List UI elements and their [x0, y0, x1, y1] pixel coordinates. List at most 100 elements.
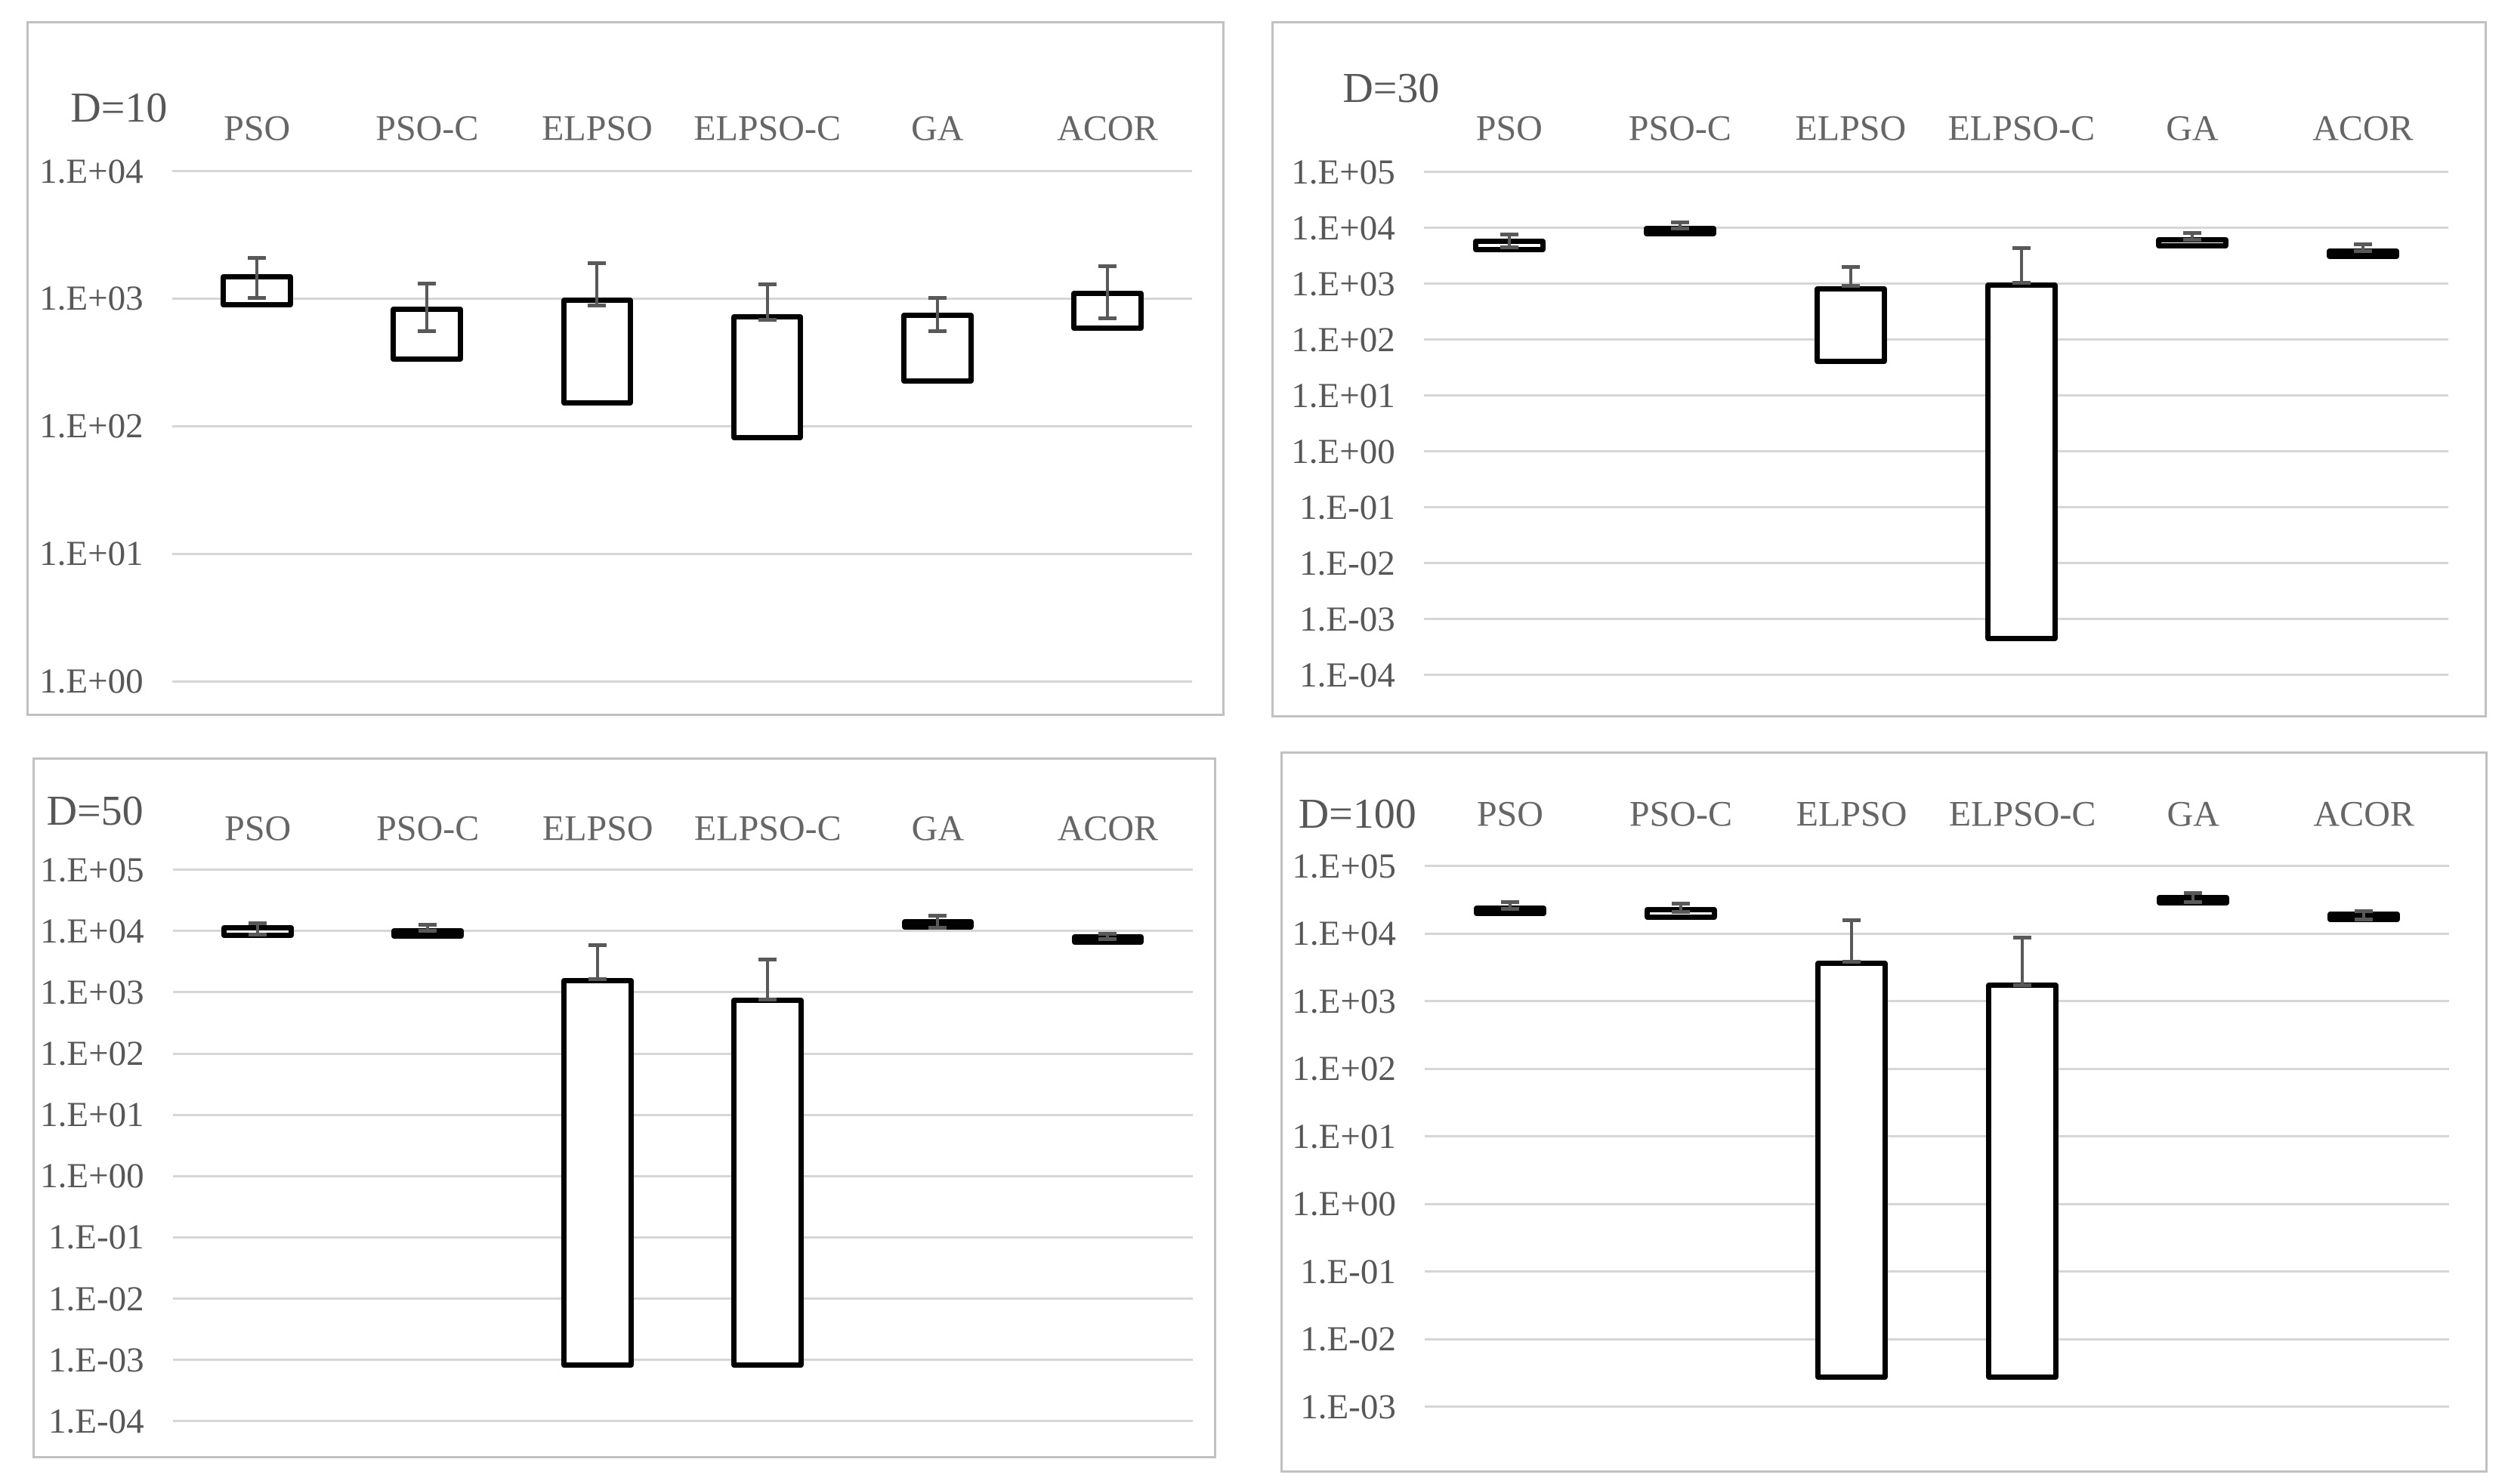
- y-tick-label: 1.E+01: [40, 1095, 144, 1135]
- y-tick-label: 1.E+01: [39, 534, 144, 574]
- y-gridline: [1423, 338, 2448, 341]
- category-label: ACOR: [2313, 794, 2414, 835]
- y-tick-label: 1.E+04: [1292, 914, 1396, 954]
- error-bar-cap-bottom: [419, 928, 437, 933]
- error-bar-cap-top: [1670, 220, 1689, 224]
- category-label: ELPSO-C: [693, 808, 842, 849]
- y-gridline: [1423, 562, 2448, 565]
- category-label: ELPSO-C: [1947, 108, 2096, 149]
- category-label: GA: [2166, 108, 2219, 149]
- category-label: PSO-C: [1629, 794, 1732, 835]
- y-tick-label: 1.E-04: [48, 1401, 144, 1441]
- y-gridline: [1424, 1000, 2450, 1003]
- y-gridline: [1423, 282, 2448, 285]
- y-tick-label: 1.E-03: [48, 1340, 144, 1380]
- error-bar-cap-top: [588, 261, 607, 266]
- chart-title: D=10: [70, 84, 168, 131]
- y-gridline: [1423, 674, 2448, 677]
- category-label: ACOR: [1057, 808, 1159, 849]
- error-bar-cap-top: [758, 957, 777, 961]
- error-bar-cap-top: [248, 256, 267, 261]
- y-tick-label: 1.E+02: [1292, 1049, 1396, 1089]
- error-bar-line: [596, 945, 600, 980]
- y-tick-label: 1.E-03: [1300, 1387, 1396, 1427]
- y-tick-label: 1.E-04: [1299, 655, 1395, 695]
- error-bar-line: [1106, 933, 1110, 940]
- y-gridline: [1423, 227, 2448, 230]
- category-label: ACOR: [1057, 108, 1158, 149]
- y-tick-label: 1.E-02: [1299, 543, 1395, 583]
- error-bar-cap-bottom: [2353, 249, 2372, 254]
- y-tick-label: 1.E+02: [40, 1034, 144, 1074]
- error-bar-cap-bottom: [1098, 316, 1117, 320]
- floating-bar-elpso-c: [730, 313, 804, 441]
- y-tick-label: 1.E+00: [1291, 431, 1395, 471]
- error-bar-cap-top: [249, 921, 267, 925]
- error-bar-cap-top: [1500, 232, 1518, 236]
- y-gridline: [171, 424, 1193, 427]
- y-tick-label: 1.E+05: [40, 850, 144, 890]
- category-label: GA: [911, 808, 964, 849]
- error-bar-line: [1105, 266, 1109, 319]
- y-tick-label: 1.E+01: [1291, 375, 1395, 415]
- error-bar-cap-bottom: [588, 977, 607, 982]
- category-label: PSO: [224, 108, 291, 149]
- y-gridline: [1423, 506, 2448, 509]
- y-tick-label: 1.E-01: [48, 1217, 144, 1257]
- y-gridline: [171, 552, 1193, 555]
- y-gridline: [1423, 171, 2448, 174]
- error-bar-cap-top: [1500, 899, 1519, 904]
- error-bar-cap-top: [928, 914, 947, 918]
- error-bar-line: [1507, 233, 1511, 248]
- error-bar-cap-bottom: [1500, 245, 1518, 250]
- y-tick-label: 1.E+05: [1292, 846, 1396, 886]
- error-bar-cap-top: [1842, 918, 1861, 923]
- y-gridline: [1424, 932, 2450, 935]
- error-bar-cap-bottom: [1842, 960, 1861, 964]
- error-bar-cap-top: [928, 296, 947, 300]
- chart-title: D=100: [1298, 790, 1416, 838]
- error-bar-cap-bottom: [2184, 900, 2203, 905]
- y-gridline: [172, 1174, 1193, 1177]
- y-gridline: [172, 1052, 1193, 1055]
- panel-d10: D=10 1.E+04 1.E+03 1.E+02 1.E+01 1.E+00 PSO PSO…: [26, 21, 1225, 716]
- error-bar-line: [2190, 232, 2194, 241]
- y-tick-label: 1.E+00: [39, 662, 144, 702]
- error-bar-cap-top: [2353, 242, 2372, 246]
- y-gridline: [1424, 1405, 2450, 1408]
- error-bar-cap-top: [2182, 230, 2201, 235]
- error-bar-cap-top: [2013, 936, 2032, 940]
- error-bar-line: [2019, 247, 2023, 283]
- y-tick-label: 1.E+03: [40, 972, 144, 1012]
- category-label: PSO-C: [375, 108, 479, 149]
- error-bar-cap-bottom: [249, 932, 267, 936]
- error-bar-line: [426, 924, 430, 931]
- y-gridline: [1423, 394, 2448, 397]
- error-bar-cap-top: [2355, 909, 2374, 913]
- y-tick-label: 1.E-01: [1299, 487, 1395, 527]
- category-label: PSO: [224, 808, 292, 849]
- error-bar-cap-bottom: [1098, 937, 1117, 942]
- y-tick-label: 1.E-02: [48, 1279, 144, 1319]
- y-gridline: [1423, 450, 2448, 453]
- category-label: ELPSO: [1796, 794, 1907, 835]
- floating-bar-elpso-c: [1984, 282, 2058, 642]
- y-tick-label: 1.E+02: [39, 406, 144, 446]
- error-bar-cap-bottom: [2355, 918, 2374, 922]
- y-gridline: [172, 1359, 1193, 1362]
- error-bar-line: [765, 283, 769, 320]
- error-bar-cap-top: [758, 282, 777, 286]
- error-bar-cap-top: [1841, 264, 1860, 269]
- error-bar-line: [255, 258, 259, 299]
- category-label: ELPSO: [542, 108, 653, 149]
- y-tick-label: 1.E+03: [1292, 981, 1396, 1021]
- y-gridline: [1424, 1067, 2450, 1070]
- error-bar-cap-bottom: [418, 329, 437, 334]
- y-gridline: [172, 1297, 1193, 1300]
- y-gridline: [172, 930, 1193, 933]
- floating-bar-elpso: [1815, 961, 1889, 1380]
- error-bar-line: [1849, 266, 1852, 287]
- category-label: GA: [2167, 794, 2219, 835]
- error-bar-line: [1850, 920, 1854, 962]
- error-bar-cap-bottom: [1671, 909, 1690, 914]
